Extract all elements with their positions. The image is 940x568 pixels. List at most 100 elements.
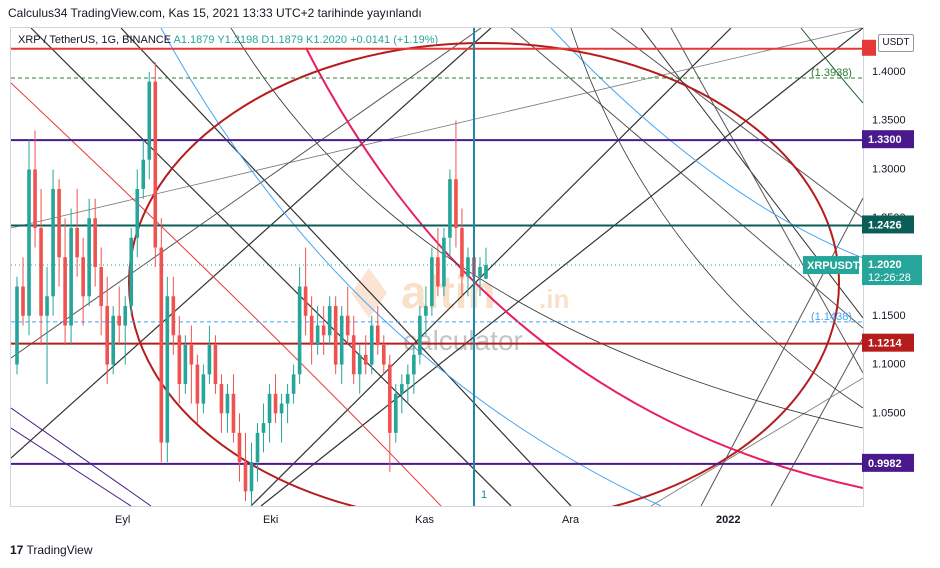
candle-body [21,286,25,316]
tradingview-logo-icon[interactable]: 17 [10,543,24,557]
candle-body [297,286,302,375]
candle-body [315,325,320,346]
trend-line [610,28,863,219]
price-tick-label: 1.1500 [872,310,906,322]
candle-body [460,227,464,277]
candle-body [285,393,290,404]
legend-open: A1.1879 [173,34,215,46]
candle-body [51,188,55,297]
candle-body [327,306,332,336]
candle-body [442,237,446,287]
candle-body [81,257,85,297]
arc-line [570,28,863,409]
candle-body [165,296,170,443]
candle-body [279,403,284,414]
candle-body [345,315,350,336]
candle-body [93,218,97,267]
candle-body [357,354,362,375]
candle-body [243,462,248,492]
candle-body [436,257,440,287]
price-tick-label: 1.0500 [872,407,906,419]
price-tick-label: 1.1000 [872,359,906,371]
candle-body [195,364,200,404]
trend-line [650,377,863,506]
candle-body [183,345,188,385]
footer-brand[interactable]: TradingView [26,543,93,557]
level-tag [862,39,876,56]
candle-body [123,306,128,326]
vertical-marker-label: 1 [481,489,487,501]
candle-body [141,159,146,189]
time-tick-label: Eyl [115,514,130,526]
candle-body [147,81,152,160]
price-tick-label: 1.4000 [872,66,906,78]
candle-body [237,432,242,463]
level-tag [862,453,914,472]
price-tick-label: 1.3000 [872,163,906,175]
candle-body [321,325,326,336]
level-tag [862,215,914,234]
candle-body [381,345,386,365]
candle-body [478,267,482,277]
time-tick-label: 2022 [716,514,740,526]
candle-body [213,345,218,385]
level-tag-label: 1.3300 [868,134,902,146]
currency-button[interactable]: USDT [878,34,914,52]
dashed-level-label: (1.3938) [811,67,852,79]
candle-body [159,247,164,443]
arc-line [230,28,863,429]
trend-line [30,28,512,506]
candle-body [406,374,410,385]
last-price-value: 1.2020 [868,259,902,271]
candle-body [387,364,392,433]
candle-body [135,188,140,238]
last-price-tag [862,255,922,286]
candle-body [189,345,194,365]
candle-body [39,227,43,316]
candle-body [369,325,374,365]
candle-body [99,267,103,307]
trend-line [770,337,863,506]
time-tick-label: Kas [415,514,434,526]
time-tick-label: Ara [562,514,580,526]
dashed-level-label: (1.1438) [811,311,852,323]
level-tag-label: 1.1214 [868,338,903,350]
symbol-tag-label: XRPUSDT [807,260,860,272]
level-tag-label: 1.2426 [868,219,902,231]
candle-body [33,169,37,228]
candle-body [117,315,122,326]
candle-body [75,227,79,258]
watermark-logo-icon [351,268,387,318]
candle-body [63,257,67,326]
candle-body [105,306,109,365]
candle-body [69,227,73,326]
countdown-label: 12:26:28 [868,272,911,284]
candle-body [466,257,470,277]
trend-line [11,407,152,506]
legend-symbol: XRP / TetherUS, 1G, BINANCE [18,34,172,46]
trend-line [11,28,492,459]
candle-body [27,169,31,316]
level-tag [862,333,914,352]
trend-line [11,427,132,506]
symbol-tag [803,256,859,275]
arc-line [550,28,863,259]
candle-body [171,296,176,336]
chart-pane[interactable]: altin .in calculator (1.3938) (1.1438) 1 XRPUS… [10,27,864,507]
trend-line [120,28,572,506]
price-axis[interactable]: 1.40001.35001.30001.25001.15001.10001.05… [862,27,940,505]
candle-body [430,257,434,307]
time-axis[interactable]: Eyl Eki Kas Ara 2022 [10,506,862,534]
candle-body [255,432,260,463]
candle-body [87,218,91,297]
trend-line [510,28,863,329]
candle-body [231,393,236,433]
candle-body [15,286,19,365]
price-chart[interactable]: altin .incalculator(1.3938)(1.1438)1XRPUS… [11,28,863,506]
candle-body [484,265,488,279]
candle-body [207,345,212,375]
candle-body [418,315,422,355]
trend-line [260,28,863,506]
candle-body [267,393,272,424]
candle-body [309,315,314,346]
